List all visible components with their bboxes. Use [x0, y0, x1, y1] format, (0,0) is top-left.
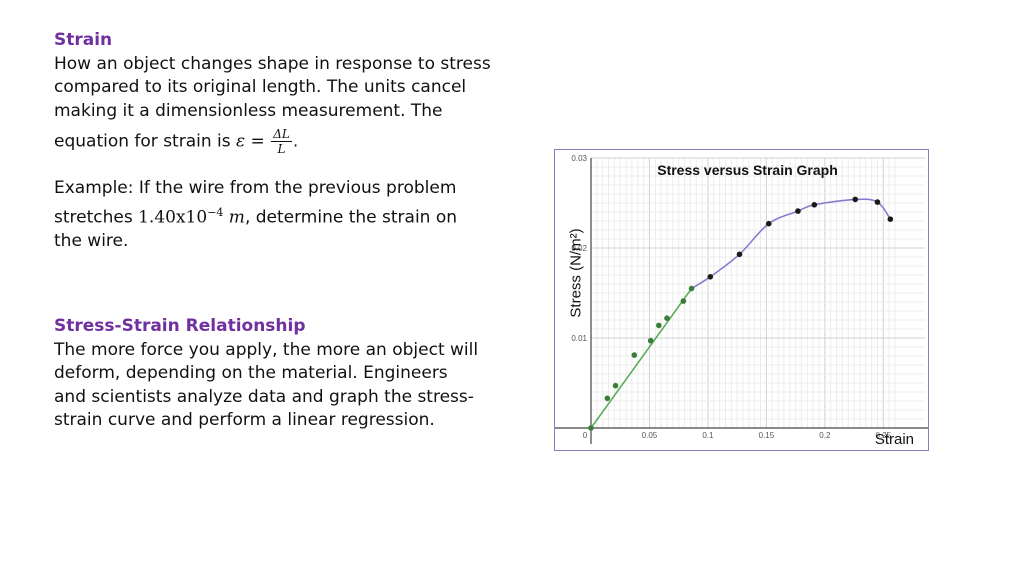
data-point-linear [604, 395, 611, 402]
chart-x-axis-label: Strain [874, 431, 914, 448]
y-tick-label: 0.01 [571, 334, 587, 343]
data-point-nonlinear [887, 216, 894, 222]
strain-section: Strain How an object changes shape in re… [54, 29, 524, 156]
stress-strain-chart: 0 0.05 0.1 0.15 0.2 0.25 0.01 0.02 0.03 Stress v… [554, 149, 929, 451]
relationship-line-3: and scientists analyze data and graph th… [54, 386, 474, 407]
example-line-2: stretches 1.40x10−4 m, determine the str… [54, 201, 524, 230]
y-tick-label: 0.02 [571, 244, 587, 253]
strain-heading: Strain [54, 30, 113, 50]
equation-lhs: ε = [236, 131, 265, 152]
x-tick-label: 0.15 [759, 431, 775, 440]
relationship-section: Stress-Strain Relationship The more forc… [54, 315, 524, 433]
data-point-linear [688, 285, 695, 292]
data-point-linear [631, 352, 638, 358]
example-stretch-unit: m [223, 207, 245, 228]
equation-numerator: ΔL [271, 127, 292, 142]
y-tick-label: 0.03 [571, 154, 587, 163]
data-point-nonlinear [852, 196, 859, 203]
example-stretch-value: 1.40x10 [138, 207, 208, 228]
strain-equation-line: equation for strain is ε = ΔL L . [54, 127, 524, 156]
relationship-line-1: The more force you apply, the more an ob… [54, 339, 479, 360]
data-point-nonlinear [765, 220, 772, 227]
example-line-1: Example: If the wire from the previous p… [54, 178, 457, 198]
data-point-linear [680, 298, 687, 304]
equation-suffix: . [292, 131, 299, 152]
x-tick-label: 0.05 [642, 431, 658, 440]
chart-y-axis-label: Stress (N/m²) [567, 228, 585, 318]
data-point-linear [612, 382, 619, 389]
data-point-nonlinear [795, 208, 801, 214]
data-point-linear [647, 337, 654, 344]
chart-plot: 0 0.05 0.1 0.15 0.2 0.25 0.01 0.02 0.03 [555, 154, 928, 444]
equation-prefix: equation for strain is [54, 131, 237, 152]
x-tick-label: 0 [583, 431, 588, 440]
example-stretch-suffix: , determine the strain on [244, 207, 458, 228]
data-point-nonlinear [811, 202, 818, 208]
equation-denominator: L [277, 142, 286, 156]
strain-line-3: making it a dimensionless measurement. T… [54, 100, 443, 121]
data-point-linear [656, 322, 662, 329]
x-tick-label: 0.2 [819, 431, 831, 440]
chart-title: Stress versus Strain Graph [657, 162, 838, 178]
data-point-nonlinear [736, 251, 743, 258]
relationship-line-2: deform, depending on the material. Engin… [54, 363, 448, 383]
x-tick-label: 0.1 [702, 431, 714, 440]
relationship-line-4: strain curve and perform a linear regres… [54, 410, 435, 430]
example-line-3: the wire. [54, 230, 129, 251]
strain-line-1: How an object changes shape in response … [54, 53, 491, 74]
equation-fraction: ΔL L [271, 127, 292, 156]
relationship-heading: Stress-Strain Relationship [54, 316, 306, 336]
x-tick-label: 0.25 [876, 431, 892, 440]
strain-line-2: compared to its original length. The uni… [54, 77, 467, 97]
example-stretch-exponent: −4 [207, 205, 224, 219]
example-section: Example: If the wire from the previous p… [54, 177, 524, 253]
linear-fit-line [590, 288, 693, 429]
example-stretch-prefix: stretches [54, 207, 139, 228]
data-point-nonlinear [874, 199, 881, 205]
data-point-linear [664, 315, 670, 321]
data-point-linear [588, 425, 594, 431]
data-point-nonlinear [707, 274, 714, 280]
